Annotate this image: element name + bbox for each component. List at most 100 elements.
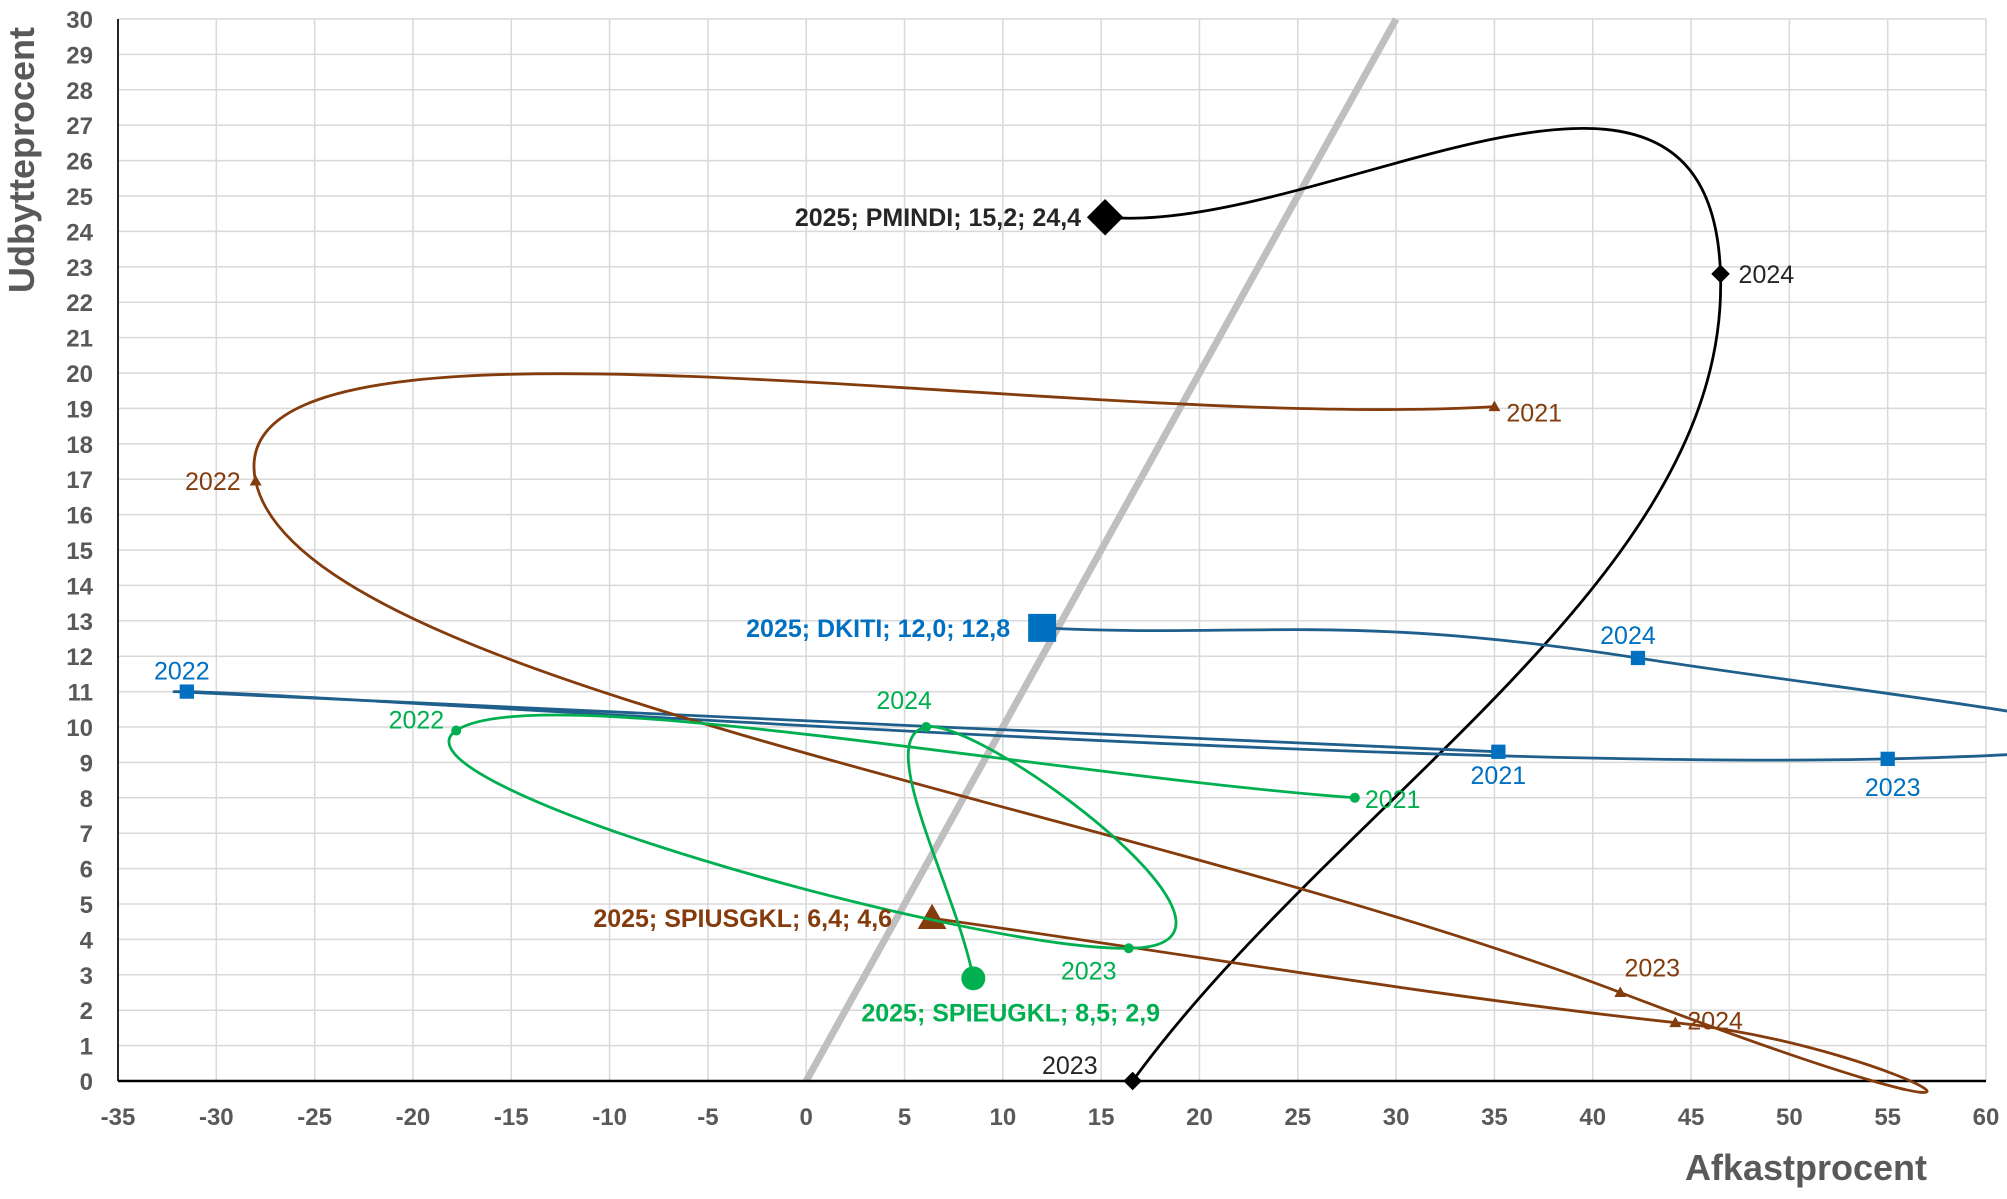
point-year-label: 2024 <box>876 687 932 715</box>
y-tick-label: 21 <box>66 326 93 353</box>
y-tick-label: 23 <box>66 255 93 282</box>
point-marker <box>1028 613 1057 642</box>
x-tick-label: -5 <box>697 1104 718 1131</box>
series-line <box>173 626 2007 762</box>
point-year-label: 2021 <box>1365 786 1421 814</box>
point-marker <box>921 722 932 732</box>
point-year-label: 2024 <box>1687 1008 1743 1036</box>
x-tick-label: 25 <box>1284 1104 1311 1131</box>
series-line <box>1104 126 1722 1082</box>
x-tick-label: -20 <box>396 1104 431 1131</box>
x-tick-label: 5 <box>898 1104 911 1131</box>
y-tick-label: 16 <box>66 503 93 530</box>
y-tick-label: 4 <box>80 927 94 954</box>
x-tick-label: -30 <box>199 1104 234 1131</box>
x-tick-label: 35 <box>1481 1104 1508 1131</box>
x-tick-label: 0 <box>800 1104 813 1131</box>
x-tick-label: -15 <box>494 1104 529 1131</box>
x-tick-label: 40 <box>1579 1104 1606 1131</box>
point-year-label: 2021 <box>1506 400 1562 428</box>
x-tick-label: 10 <box>989 1104 1016 1131</box>
point-year-label: 2023 <box>1042 1052 1098 1080</box>
y-tick-label: 24 <box>66 219 93 246</box>
y-tick-label: 17 <box>66 467 93 494</box>
y-tick-label: 9 <box>80 750 93 777</box>
y-tick-label: 12 <box>66 644 93 671</box>
final-point-label: 2025; SPIUSGKL; 6,4; 4,6 <box>593 905 892 933</box>
y-tick-label: 8 <box>80 786 93 813</box>
point-marker <box>1488 400 1501 412</box>
x-tick-label: -10 <box>592 1104 627 1131</box>
point-year-label: 2024 <box>1600 622 1656 650</box>
y-tick-label: 25 <box>66 184 93 211</box>
point-year-label: 2022 <box>389 707 445 735</box>
y-tick-label: 10 <box>66 715 93 742</box>
axes: -35 -30 -25 -20 -15 -10 -5 0 5 10 15 20 25 30 35 40 45 50… <box>66 7 1999 1131</box>
point-marker <box>1880 751 1895 767</box>
point-marker <box>451 725 462 736</box>
y-axis-title: Udbytteprocent <box>1 27 42 293</box>
x-tick-label: 55 <box>1874 1104 1901 1131</box>
x-axis-title: Afkastprocent <box>1685 1147 1927 1188</box>
y-tick-label: 19 <box>66 396 93 423</box>
final-point-label: 2025; PMINDI; 15,2; 24,4 <box>795 204 1081 232</box>
point-year-label: 2024 <box>1739 261 1795 289</box>
point-marker <box>1614 986 1627 997</box>
point-year-label: 2022 <box>154 658 210 686</box>
point-marker <box>249 474 262 486</box>
y-tick-label: 7 <box>80 821 93 848</box>
final-point-label: 2025; SPIEUGKL; 8,5; 2,9 <box>861 999 1160 1027</box>
point-marker <box>1349 792 1360 803</box>
x-tick-label: -25 <box>297 1104 332 1131</box>
x-tick-label: -35 <box>101 1104 136 1131</box>
y-tick-label: 6 <box>80 857 93 884</box>
y-tick-label: 28 <box>66 78 93 105</box>
reference-line <box>803 17 1400 1083</box>
series-dkiti <box>173 613 2007 767</box>
point-marker <box>1711 264 1730 284</box>
grid <box>117 18 1987 1082</box>
point-year-label: 2021 <box>1471 762 1527 790</box>
y-tick-label: 14 <box>66 573 93 600</box>
y-tick-label: 20 <box>66 361 93 388</box>
point-year-label: 2023 <box>1865 774 1921 802</box>
point-marker <box>1086 199 1124 236</box>
point-marker <box>961 966 986 991</box>
reference-line-layer <box>803 17 1400 1083</box>
point-marker <box>1669 1016 1682 1028</box>
x-tick-label: 15 <box>1088 1104 1115 1131</box>
y-tick-label: 29 <box>66 42 93 69</box>
point-marker <box>1123 1071 1142 1091</box>
final-point-label: 2025; DKITI; 12,0; 12,8 <box>746 615 1010 643</box>
series-spieugkl <box>447 713 1360 991</box>
y-tick-label: 13 <box>66 609 93 636</box>
y-tick-label: 3 <box>80 963 93 990</box>
x-tick-label: 30 <box>1383 1104 1410 1131</box>
y-tick-label: 15 <box>66 538 93 565</box>
y-tick-label: 11 <box>68 680 93 707</box>
y-tick-label: 2 <box>80 998 93 1025</box>
x-tick-label: 20 <box>1186 1104 1213 1131</box>
series-layer <box>173 126 2007 1094</box>
y-tick-label: 27 <box>66 113 93 140</box>
x-tick-label: 60 <box>1973 1104 2000 1131</box>
point-marker <box>1630 650 1646 666</box>
point-marker <box>179 684 194 699</box>
point-year-label: 2023 <box>1624 955 1680 983</box>
y-tick-label: 0 <box>80 1069 93 1096</box>
point-year-label: 2023 <box>1061 957 1117 985</box>
y-tick-label: 1 <box>80 1034 93 1061</box>
point-year-label: 2022 <box>185 468 241 496</box>
y-tick-label: 5 <box>80 892 93 919</box>
x-tick-label: 45 <box>1678 1104 1705 1131</box>
y-tick-label: 18 <box>66 432 93 459</box>
x-tick-label: 50 <box>1776 1104 1803 1131</box>
y-tick-label: 22 <box>66 290 93 317</box>
series-pmindi <box>1086 126 1730 1091</box>
point-marker <box>1491 744 1506 759</box>
point-marker <box>1123 943 1134 954</box>
y-tick-label: 30 <box>66 7 93 34</box>
